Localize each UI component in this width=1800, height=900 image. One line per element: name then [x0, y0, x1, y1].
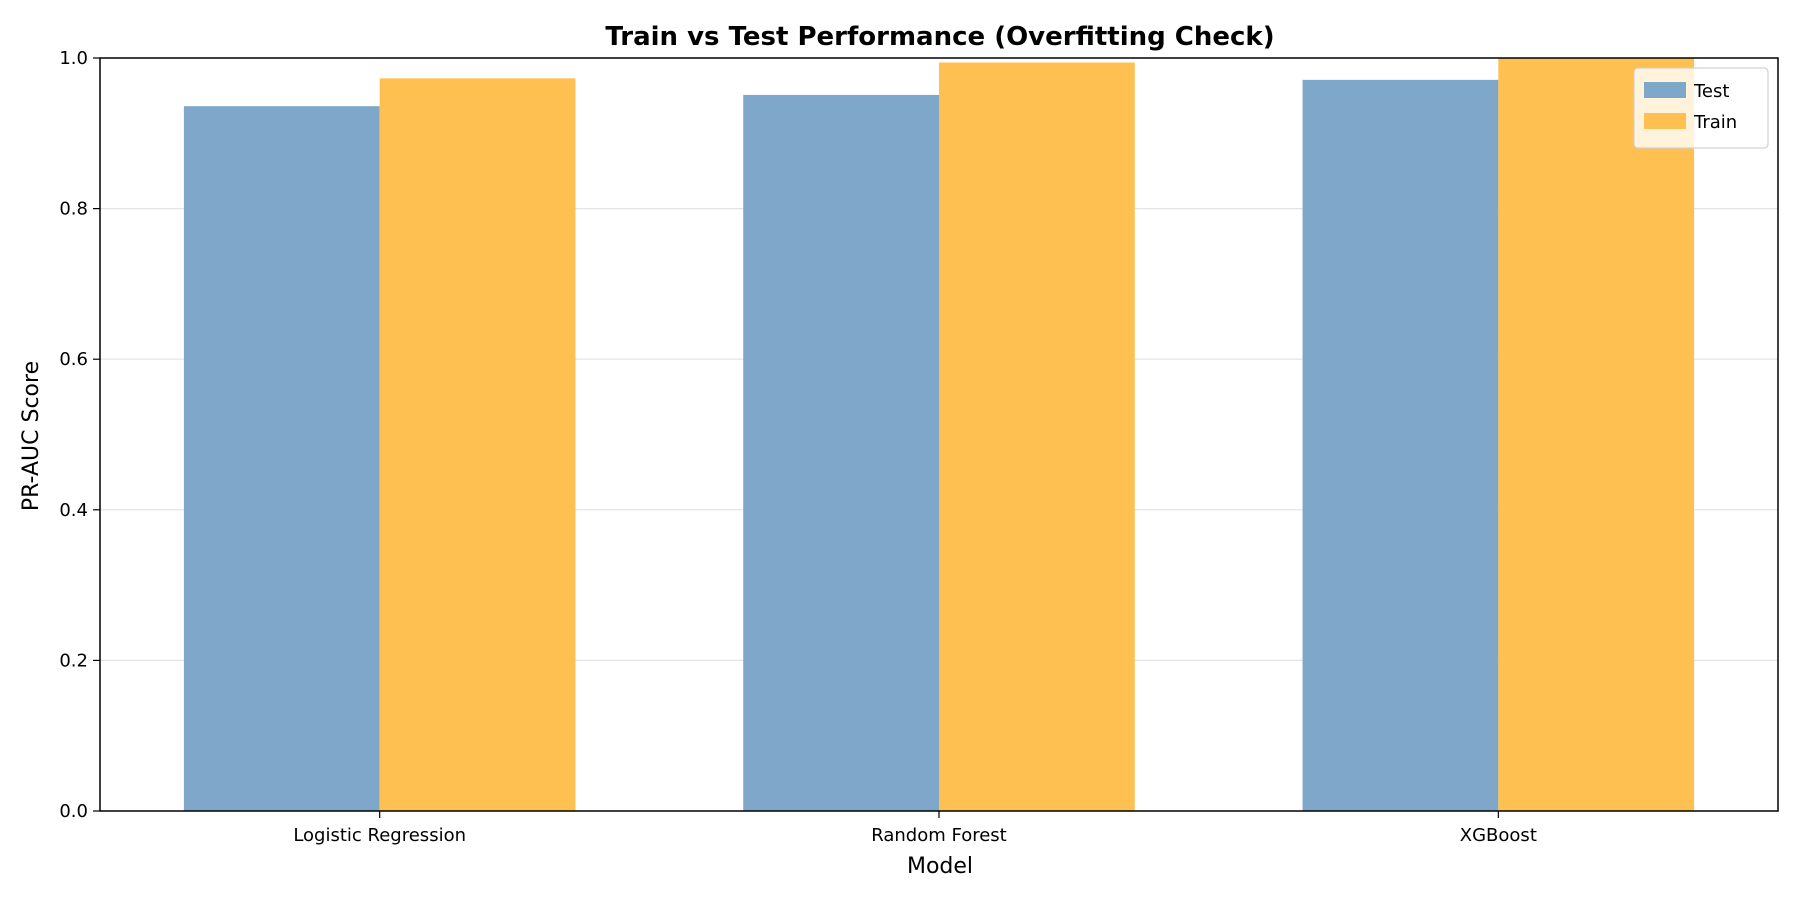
y-tick-label: 0.0: [59, 801, 88, 822]
plot-frame: [99, 57, 1779, 812]
bar-train-1: [939, 62, 1135, 811]
bar-train-2: [1498, 58, 1695, 811]
y-tick-label: 0.8: [59, 199, 88, 220]
bar-test-2: [1302, 79, 1499, 812]
bar-train-0: [379, 78, 576, 812]
axes: [93, 57, 1779, 818]
x-axis-label: Model: [907, 854, 973, 879]
y-tick-label: 0.4: [59, 500, 88, 521]
chart-title: Train vs Test Performance (Overfitting C…: [605, 22, 1274, 52]
tick-labels: 0.0 0.2 0.4 0.6 0.8 1.0 Logistic Regression Ran…: [59, 48, 1537, 846]
y-tick-label: 0.2: [59, 650, 88, 671]
bars: [183, 58, 1695, 812]
legend-label-train: Train: [1693, 112, 1737, 133]
legend-swatch-train: [1644, 113, 1686, 129]
y-axis-label: PR-AUC Score: [19, 361, 44, 511]
legend-label-test: Test: [1693, 81, 1729, 102]
bar-test-0: [183, 106, 380, 811]
x-tick-label: XGBoost: [1460, 825, 1537, 846]
y-tick-label: 1.0: [59, 48, 88, 69]
x-tick-label: Logistic Regression: [293, 825, 466, 846]
y-tick-label: 0.6: [59, 349, 88, 370]
legend-box: [1633, 67, 1769, 149]
legend-swatch-test: [1644, 82, 1686, 98]
x-tick-label: Random Forest: [871, 825, 1006, 846]
bar-test-1: [743, 94, 939, 812]
legend: Test Train: [1633, 67, 1769, 149]
